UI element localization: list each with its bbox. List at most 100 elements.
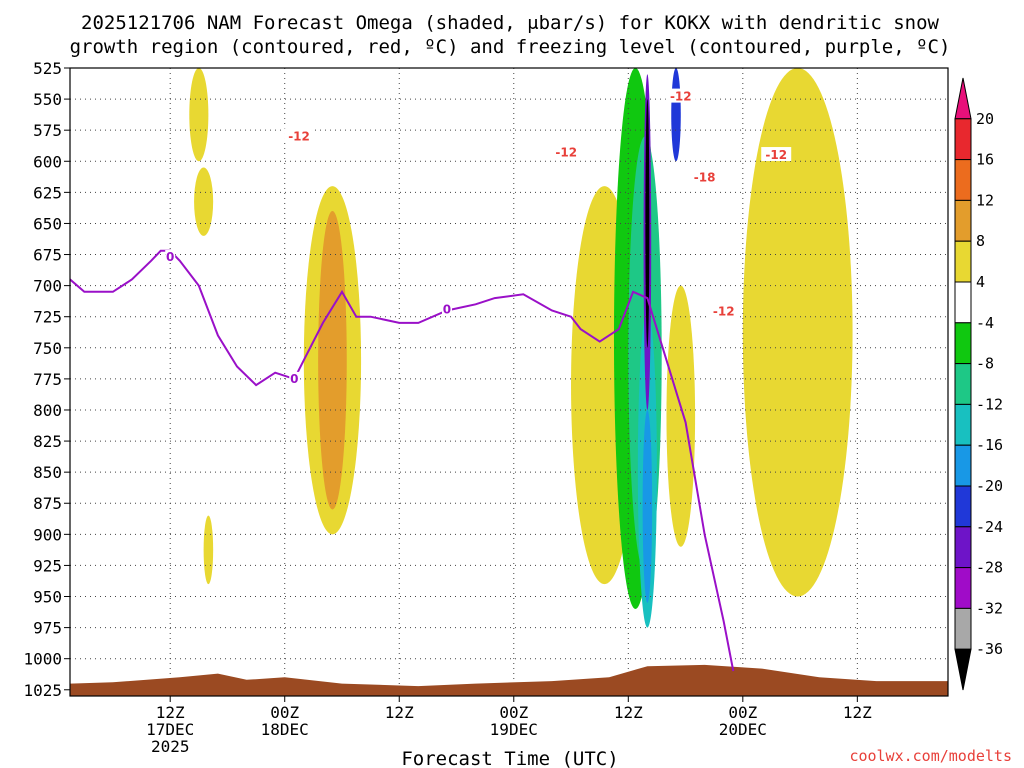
plot-area: 0 0 0 -12 -12 -12 -12 -12 -18 (70, 68, 948, 696)
y-tick-label: 975 (33, 619, 62, 638)
x-tick-label: 00Z (499, 703, 528, 722)
chart-title-line-1: 2025121706 NAM Forecast Omega (shaded, μ… (81, 12, 939, 34)
omega-region-13 (645, 99, 650, 348)
colorbar-segment (954, 199, 972, 242)
x-tick-label: 12Z (385, 703, 414, 722)
dgz-contour-label: -18 (694, 170, 716, 184)
y-tick-label: 700 (33, 277, 62, 296)
plot-content: 0 0 0 -12 -12 -12 -12 -12 -18 (70, 68, 948, 696)
colorbar-tick-label: -32 (976, 599, 1003, 617)
colorbar-tick-label: 12 (976, 191, 994, 209)
freezing-label-bg (441, 302, 452, 316)
omega-region-11 (642, 409, 653, 603)
x-tick-label: 12Z (156, 703, 185, 722)
colorbar-segment (954, 159, 972, 201)
colorbar-tick-label: -12 (976, 395, 1003, 413)
y-tick-label: 800 (33, 401, 62, 420)
dgz-label-bg (551, 144, 582, 159)
colorbar-tick-label: -24 (976, 518, 1003, 536)
x-tick-label: 19DEC (490, 720, 538, 739)
y-tick-label: 525 (33, 59, 62, 78)
y-tick-label: 875 (33, 494, 62, 513)
freezing-level-label: 0 (166, 250, 174, 264)
colorbar-segment (954, 322, 972, 365)
omega-region-0 (189, 68, 209, 162)
colorbar-segment (954, 485, 972, 528)
dgz-contour-label: -12 (288, 129, 310, 143)
terrain-surface (70, 664, 948, 696)
colorbar-tick-label: -8 (976, 355, 994, 373)
colorbar-segment (954, 363, 972, 405)
y-tick-label: 900 (33, 525, 62, 544)
dgz-contour-label: -12 (713, 305, 735, 319)
dgz-contour-label: -12 (765, 148, 787, 162)
credit-link[interactable]: coolwx.com/modelts (849, 747, 1012, 765)
x-tick-label: 12Z (614, 703, 643, 722)
colorbar-segment (954, 567, 972, 609)
y-tick-label: 925 (33, 556, 62, 575)
colorbar-tick-label: 20 (976, 110, 994, 128)
y-tick-label: 575 (33, 121, 62, 140)
colorbar-tick-label: -28 (976, 559, 1003, 577)
y-tick-label: 625 (33, 183, 62, 202)
dgz-label-bg (284, 128, 315, 143)
colorbar-segment (954, 240, 972, 283)
x-tick-label: 12Z (843, 703, 872, 722)
omega-region-1 (194, 167, 214, 236)
y-tick-label: 750 (33, 339, 62, 358)
colorbar-tick-label: -20 (976, 477, 1003, 495)
y-tick-label: 775 (33, 370, 62, 389)
y-tick-label: 600 (33, 152, 62, 171)
y-tick-label: 550 (33, 90, 62, 109)
y-axis: 525 550 575 600 625 650 675 700 725 750 775 800 825 8… (23, 59, 70, 700)
y-tick-label: 825 (33, 432, 62, 451)
colorbar-segment (954, 118, 972, 161)
colorbar-segment (954, 607, 972, 650)
y-tick-label: 1000 (23, 650, 62, 669)
freezing-level-label: 0 (290, 372, 298, 386)
dgz-label-bg (689, 169, 720, 184)
colorbar: 20 16 12 8 4 -4 -8 -12 -16 -20 -24 -28 -32 -36 (954, 77, 1003, 691)
x-tick-label: 00Z (728, 703, 757, 722)
colorbar-tick-label: -16 (976, 436, 1003, 454)
dgz-label-bg (761, 147, 792, 162)
dgz-contour-label: -12 (670, 90, 692, 104)
freezing-label-bg (289, 371, 300, 385)
colorbar-segment (954, 444, 972, 487)
colorbar-tick-label: 4 (976, 273, 985, 291)
omega-region-14 (671, 68, 681, 162)
colorbar-tick-label: 16 (976, 151, 994, 169)
chart-title-line-2: growth region (contoured, red, ºC) and f… (70, 36, 951, 58)
x-tick-label: 17DEC (146, 720, 194, 739)
omega-region-3 (318, 211, 347, 510)
colorbar-bottom-arrow (954, 648, 972, 691)
plot-frame (69, 67, 949, 697)
y-tick-label: 1025 (23, 681, 62, 700)
omega-region-6 (666, 285, 696, 547)
colorbar-top-arrow (954, 77, 972, 120)
x-tick-label: 00Z (270, 703, 299, 722)
y-tick-label: 950 (33, 588, 62, 607)
x-tick-label: 2025 (151, 737, 190, 756)
omega-region-7 (742, 68, 853, 597)
omega-region-4 (203, 515, 214, 585)
colorbar-tick-label: 8 (976, 232, 985, 250)
y-tick-label: 675 (33, 246, 62, 265)
y-tick-label: 725 (33, 308, 62, 327)
dgz-label-bg (665, 88, 696, 103)
x-axis-title: Forecast Time (UTC) (401, 748, 618, 768)
y-tick-label: 650 (33, 214, 62, 233)
colorbar-tick-label: -4 (976, 314, 994, 332)
dgz-contour-label: -12 (555, 146, 577, 160)
colorbar-tick-label: -36 (976, 640, 1003, 658)
colorbar-segment (954, 281, 972, 324)
y-tick-label: 850 (33, 463, 62, 482)
x-tick-label: 20DEC (719, 720, 767, 739)
dgz-label-bg (708, 303, 739, 318)
freezing-label-bg (165, 250, 176, 264)
freezing-level-label: 0 (443, 302, 451, 316)
x-tick-label: 18DEC (261, 720, 309, 739)
colorbar-segment (954, 526, 972, 569)
